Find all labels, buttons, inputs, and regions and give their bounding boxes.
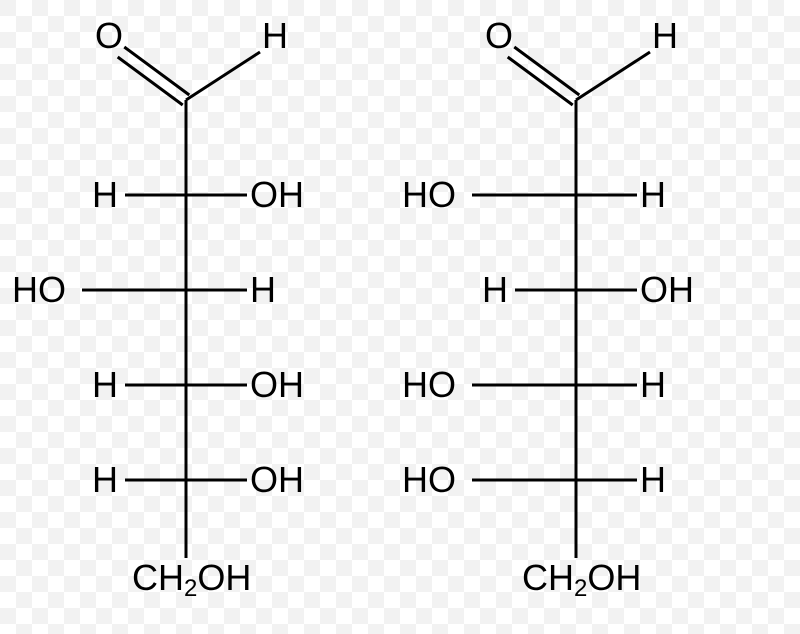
L-glucose-c3-right-OH: OH (640, 269, 694, 310)
L-glucose-c4-left-HO: HO (402, 364, 456, 405)
checker-bg (0, 0, 800, 634)
D-glucose-aldehyde-H: H (262, 15, 288, 56)
L-glucose-aldehyde-O: O (485, 15, 513, 56)
L-glucose-c5-right-H: H (640, 459, 666, 500)
L-glucose-aldehyde-H: H (652, 15, 678, 56)
D-glucose-c4-right-OH: OH (250, 364, 304, 405)
L-glucose-c3-left-H: H (482, 269, 508, 310)
D-glucose-c3-right-H: H (250, 269, 276, 310)
L-glucose-c4-right-H: H (640, 364, 666, 405)
D-glucose-c3-left-HO: HO (12, 269, 66, 310)
L-glucose-c2-right-H: H (640, 174, 666, 215)
D-glucose-c2-left-H: H (92, 174, 118, 215)
D-glucose-c5-left-H: H (92, 459, 118, 500)
fischer-projection-diagram: OHHOHHOHHOHHOHCH2OHOHHOHHOHHOHHOHCH2OH (0, 0, 800, 634)
D-glucose-c2-right-OH: OH (250, 174, 304, 215)
D-glucose-c4-left-H: H (92, 364, 118, 405)
D-glucose-aldehyde-O: O (95, 15, 123, 56)
L-glucose-c5-left-HO: HO (402, 459, 456, 500)
L-glucose-c2-left-HO: HO (402, 174, 456, 215)
D-glucose-c5-right-OH: OH (250, 459, 304, 500)
